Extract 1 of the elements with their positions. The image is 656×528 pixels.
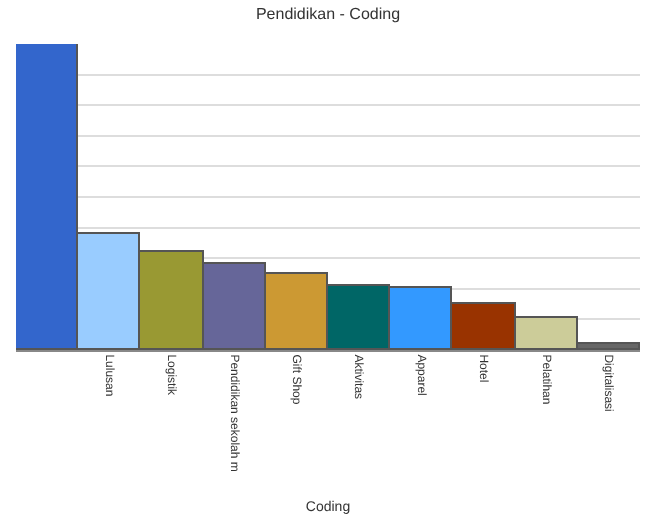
chart-title: Pendidikan - Coding	[255, 5, 401, 24]
